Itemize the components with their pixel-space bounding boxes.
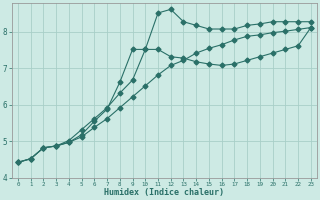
X-axis label: Humidex (Indice chaleur): Humidex (Indice chaleur) xyxy=(104,188,224,197)
